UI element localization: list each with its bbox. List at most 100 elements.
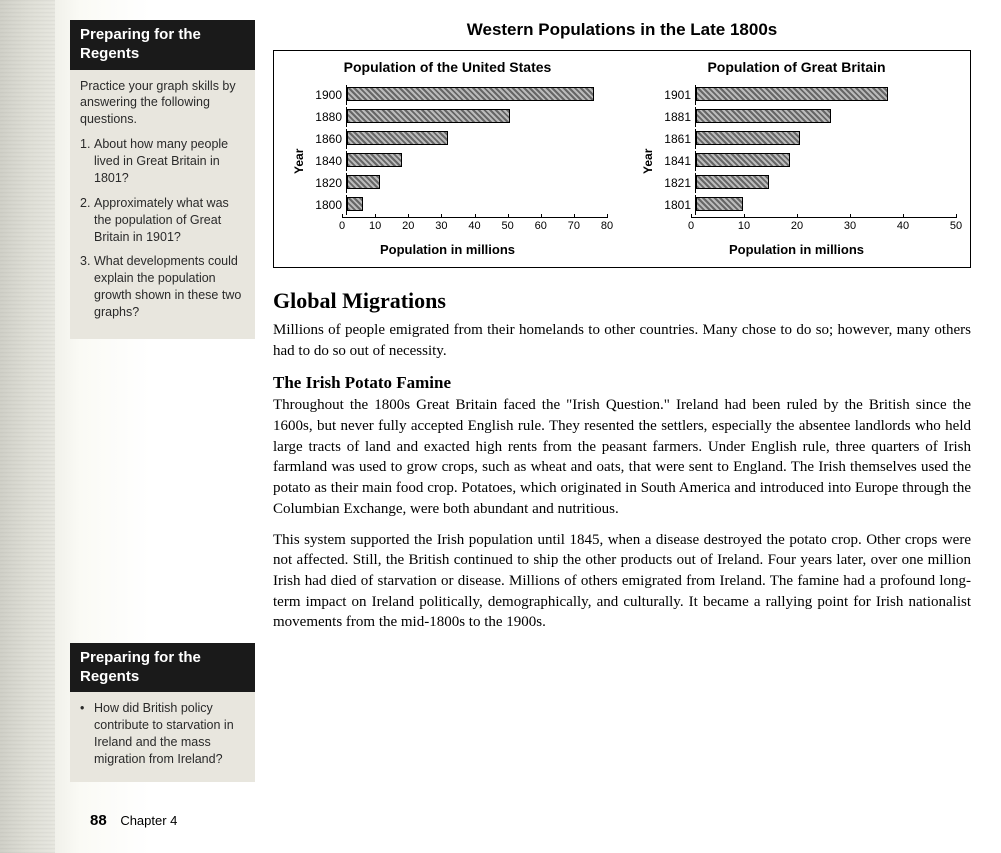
bar-row: 1801 bbox=[655, 195, 956, 215]
bar-row: 1840 bbox=[306, 151, 607, 171]
charts-title: Western Populations in the Late 1800s bbox=[273, 20, 971, 40]
page-number: 88 bbox=[90, 812, 107, 829]
tick-label: 50 bbox=[502, 220, 514, 232]
bar-year-label: 1800 bbox=[306, 198, 346, 212]
x-axis-label: Population in millions bbox=[288, 242, 607, 257]
question-number: 3. bbox=[80, 253, 94, 321]
sidebar-spacer bbox=[70, 353, 255, 643]
tick-label: 40 bbox=[897, 220, 909, 232]
heading-global-migrations: Global Migrations bbox=[273, 288, 971, 314]
bar-fill bbox=[696, 197, 743, 211]
body-text: Global Migrations Millions of people emi… bbox=[273, 288, 971, 633]
bar-fill bbox=[347, 131, 448, 145]
bar-year-label: 1840 bbox=[306, 154, 346, 168]
regents-body: • How did British policy contribute to s… bbox=[70, 692, 255, 782]
bar-row: 1901 bbox=[655, 85, 956, 105]
tick-label: 30 bbox=[844, 220, 856, 232]
bar-fill bbox=[696, 109, 831, 123]
regents-body: Practice your graph skills by answering … bbox=[70, 70, 255, 339]
main-content: Western Populations in the Late 1800s Po… bbox=[273, 20, 971, 796]
tick-label: 0 bbox=[339, 220, 345, 232]
regents-box-2: Preparing for the Regents • How did Brit… bbox=[70, 643, 255, 782]
chapter-label: Chapter 4 bbox=[120, 813, 177, 828]
x-axis: 01020304050607080 bbox=[306, 217, 607, 234]
tick-label: 20 bbox=[402, 220, 414, 232]
tick-label: 10 bbox=[738, 220, 750, 232]
chart-gb: Population of Great Britain Year 1901 188… bbox=[637, 59, 956, 257]
bar-year-label: 1901 bbox=[655, 88, 695, 102]
bullet-item: • How did British policy contribute to s… bbox=[80, 700, 245, 768]
bar-track bbox=[695, 107, 956, 127]
bar-year-label: 1880 bbox=[306, 110, 346, 124]
bar-fill bbox=[696, 153, 790, 167]
bar-fill bbox=[347, 87, 594, 101]
bar-track bbox=[346, 173, 607, 193]
bullet-text: How did British policy contribute to sta… bbox=[94, 700, 245, 768]
bar-row: 1821 bbox=[655, 173, 956, 193]
question-item: 3. What developments could explain the p… bbox=[80, 253, 245, 321]
bar-track bbox=[695, 85, 956, 105]
bar-fill bbox=[347, 197, 363, 211]
bar-year-label: 1860 bbox=[306, 132, 346, 146]
bar-track bbox=[346, 129, 607, 149]
heading-irish-famine: The Irish Potato Famine bbox=[273, 373, 971, 393]
bar-row: 1800 bbox=[306, 195, 607, 215]
tick-label: 0 bbox=[688, 220, 694, 232]
bar-track bbox=[346, 85, 607, 105]
bar-track bbox=[346, 107, 607, 127]
bar-year-label: 1821 bbox=[655, 176, 695, 190]
bar-row: 1880 bbox=[306, 107, 607, 127]
regents-intro: Practice your graph skills by answering … bbox=[80, 78, 245, 129]
bar-year-label: 1801 bbox=[655, 198, 695, 212]
question-number: 2. bbox=[80, 195, 94, 246]
chart-container: Population of the United States Year 190… bbox=[273, 50, 971, 268]
bar-year-label: 1841 bbox=[655, 154, 695, 168]
tick-label: 10 bbox=[369, 220, 381, 232]
bar-fill bbox=[696, 87, 888, 101]
tick-label: 50 bbox=[950, 220, 962, 232]
tick-label: 70 bbox=[568, 220, 580, 232]
bar-row: 1860 bbox=[306, 129, 607, 149]
page-footer: 88 Chapter 4 bbox=[90, 812, 177, 829]
paragraph: This system supported the Irish populati… bbox=[273, 530, 971, 633]
bar-track bbox=[346, 151, 607, 171]
question-item: 1. About how many people lived in Great … bbox=[80, 136, 245, 187]
regents-header: Preparing for the Regents bbox=[70, 643, 255, 693]
question-text: Approximately what was the population of… bbox=[94, 195, 245, 246]
bar-fill bbox=[347, 175, 380, 189]
bar-area: 1900188018601840182018000102030405060708… bbox=[306, 85, 607, 238]
chart-subtitle: Population of the United States bbox=[288, 59, 607, 75]
x-axis-label: Population in millions bbox=[637, 242, 956, 257]
chart-us: Population of the United States Year 190… bbox=[288, 59, 607, 257]
paragraph: Millions of people emigrated from their … bbox=[273, 320, 971, 361]
sidebar: Preparing for the Regents Practice your … bbox=[70, 20, 255, 796]
bar-track bbox=[695, 173, 956, 193]
bar-row: 1881 bbox=[655, 107, 956, 127]
chart-subtitle: Population of Great Britain bbox=[637, 59, 956, 75]
regents-box-1: Preparing for the Regents Practice your … bbox=[70, 20, 255, 339]
bar-row: 1820 bbox=[306, 173, 607, 193]
y-axis-label: Year bbox=[637, 85, 655, 238]
bar-track bbox=[695, 129, 956, 149]
x-axis: 01020304050 bbox=[655, 217, 956, 234]
regents-header: Preparing for the Regents bbox=[70, 20, 255, 70]
bullet-dot: • bbox=[80, 700, 94, 768]
question-text: About how many people lived in Great Bri… bbox=[94, 136, 245, 187]
bar-year-label: 1881 bbox=[655, 110, 695, 124]
question-text: What developments could explain the popu… bbox=[94, 253, 245, 321]
bar-track bbox=[695, 151, 956, 171]
tick-label: 80 bbox=[601, 220, 613, 232]
question-item: 2. Approximately what was the population… bbox=[80, 195, 245, 246]
bar-fill bbox=[347, 109, 510, 123]
bar-track bbox=[346, 195, 607, 215]
bar-year-label: 1861 bbox=[655, 132, 695, 146]
paragraph: Throughout the 1800s Great Britain faced… bbox=[273, 395, 971, 519]
bar-year-label: 1900 bbox=[306, 88, 346, 102]
tick-label: 40 bbox=[468, 220, 480, 232]
tick-label: 20 bbox=[791, 220, 803, 232]
bar-fill bbox=[696, 131, 800, 145]
bar-fill bbox=[347, 153, 402, 167]
bar-year-label: 1820 bbox=[306, 176, 346, 190]
bar-row: 1861 bbox=[655, 129, 956, 149]
bar-area: 19011881186118411821180101020304050 bbox=[655, 85, 956, 238]
